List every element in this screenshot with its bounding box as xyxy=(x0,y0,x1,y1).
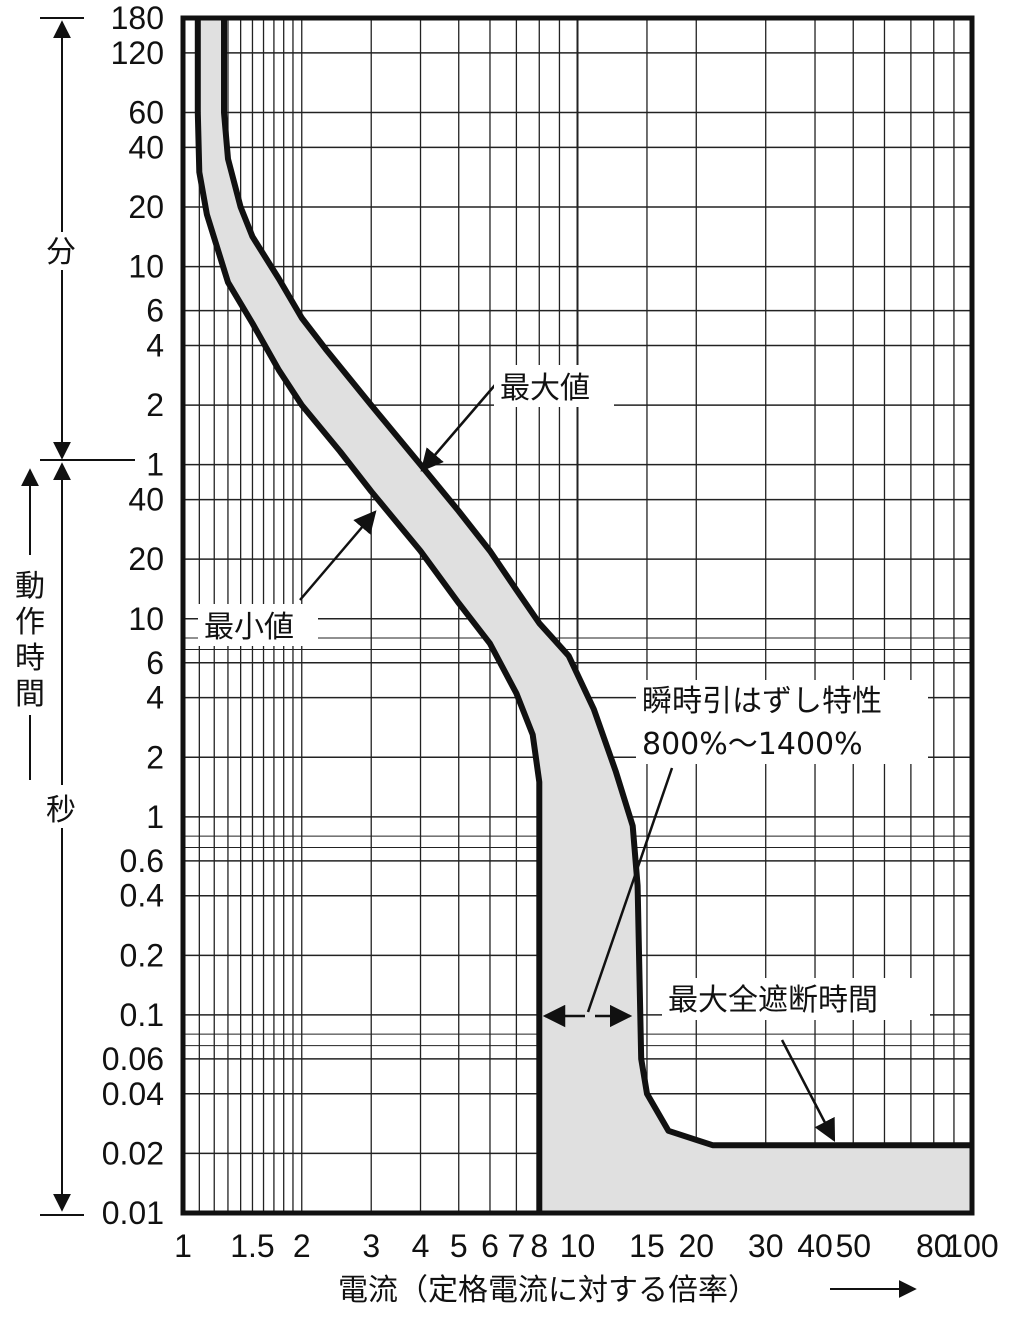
y-tick-label: 120 xyxy=(111,35,164,71)
y-tick-label: 0.6 xyxy=(120,843,164,879)
x-tick-label: 7 xyxy=(507,1228,525,1264)
y-axis-label-char: 動 xyxy=(15,569,45,604)
minutes-span: 分 xyxy=(40,17,135,461)
x-tick-label: 1.5 xyxy=(230,1228,274,1264)
y-axis-label-char: 作 xyxy=(15,605,45,640)
annotation-max-total-break-label: 最大全遮断時間 xyxy=(668,983,878,1018)
seconds-span: 秒 xyxy=(40,462,84,1216)
y-tick-label: 60 xyxy=(128,95,164,131)
y-tick-label: 0.06 xyxy=(102,1041,164,1077)
annotation-min-label: 最小値 xyxy=(204,610,294,645)
y-tick-label: 40 xyxy=(128,482,164,518)
seconds-unit-label: 秒 xyxy=(46,793,76,828)
y-tick-label: 0.2 xyxy=(120,937,164,973)
y-tick-label: 6 xyxy=(146,293,164,329)
x-tick-label: 1 xyxy=(174,1228,192,1264)
y-tick-label: 10 xyxy=(128,249,164,285)
annotation-min: 最小値 xyxy=(198,510,377,646)
y-tick-label: 0.02 xyxy=(102,1135,164,1171)
y-axis-label: 動作時間 xyxy=(15,569,45,712)
y-tick-label: 1 xyxy=(146,447,164,483)
y-tick-label: 40 xyxy=(128,129,164,165)
x-tick-label: 10 xyxy=(560,1228,596,1264)
y-tick-label: 20 xyxy=(128,189,164,225)
y-tick-label: 4 xyxy=(146,327,164,363)
operating-time-label-group: 動作時間 xyxy=(15,468,45,780)
y-tick-label: 6 xyxy=(146,645,164,681)
y-axis-label-char: 間 xyxy=(15,677,45,712)
y-tick-label: 180 xyxy=(111,0,164,36)
plot-frame xyxy=(180,15,975,1216)
annotation-max-label: 最大値 xyxy=(500,371,590,406)
y-tick-label: 2 xyxy=(146,739,164,775)
y-axis-label-char: 時 xyxy=(15,641,45,676)
y-tick-label: 4 xyxy=(146,680,164,716)
x-tick-label: 6 xyxy=(481,1228,499,1264)
y-tick-label: 2 xyxy=(146,387,164,423)
y-tick-label: 0.04 xyxy=(102,1076,164,1112)
y-tick-label: 10 xyxy=(128,601,164,637)
x-tick-label: 40 xyxy=(797,1228,833,1264)
x-tick-label: 3 xyxy=(362,1228,380,1264)
x-tick-label: 4 xyxy=(412,1228,430,1264)
y-tick-label: 0.1 xyxy=(120,997,164,1033)
min-curve xyxy=(194,18,543,1213)
annotation-instantaneous: 瞬時引はずし特性 800%～1400% xyxy=(542,680,928,1028)
annotation-instantaneous-line1: 瞬時引はずし特性 xyxy=(642,684,882,719)
x-tick-label: 8 xyxy=(530,1228,548,1264)
max-curve xyxy=(221,18,972,1149)
annotation-instantaneous-line2: 800%～1400% xyxy=(642,727,863,762)
y-tick-label: 20 xyxy=(128,541,164,577)
x-tick-label: 100 xyxy=(945,1228,998,1264)
y-tick-label: 1 xyxy=(146,799,164,835)
x-axis-label: 電流（定格電流に対する倍率） xyxy=(338,1273,758,1308)
x-tick-label: 30 xyxy=(748,1228,784,1264)
annotation-max-total-break: 最大全遮断時間 xyxy=(662,978,930,1142)
x-tick-label: 50 xyxy=(835,1228,871,1264)
annotation-max: 最大値 xyxy=(420,365,614,472)
y-tick-label: 0.4 xyxy=(120,878,164,914)
y-tick-label: 0.01 xyxy=(102,1195,164,1231)
y-axis-tick-labels: 0.010.020.040.060.10.20.40.6124610204012… xyxy=(102,0,164,1231)
x-tick-label: 20 xyxy=(678,1228,714,1264)
x-tick-label: 15 xyxy=(629,1228,665,1264)
x-tick-label: 2 xyxy=(293,1228,311,1264)
x-tick-label: 5 xyxy=(450,1228,468,1264)
minutes-unit-label: 分 xyxy=(46,235,76,270)
operating-band-fill xyxy=(197,18,973,1213)
x-tick-label: 80 xyxy=(916,1228,952,1264)
